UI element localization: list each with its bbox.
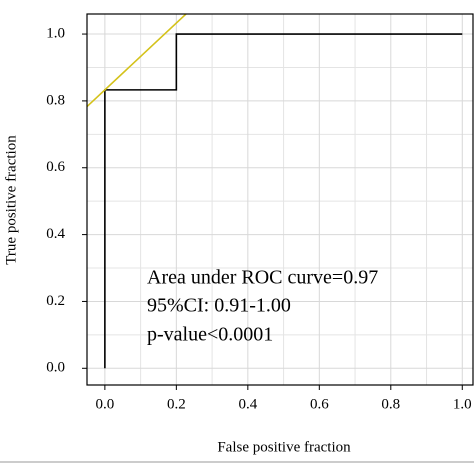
x-tick-label: 0.0 (95, 396, 114, 412)
roc-line (87, 14, 188, 108)
roc-line (104, 33, 463, 369)
annotation: p-value<0.0001 (147, 324, 273, 346)
x-tick-label: 1.0 (453, 396, 472, 412)
x-tick-label: 0.2 (167, 396, 186, 412)
axes-frame (86, 13, 474, 386)
y-tick-label: 0.2 (46, 293, 65, 309)
x-axis-label: False positive fraction (217, 439, 351, 455)
plot-area (87, 14, 463, 369)
y-tick-label: 0.4 (46, 226, 65, 242)
y-tick-label: 1.0 (46, 25, 65, 41)
grid (87, 14, 473, 385)
x-tick-label: 0.8 (381, 396, 400, 412)
y-axis-label: True positive fraction (3, 135, 19, 265)
y-tick-label: 0.6 (46, 159, 65, 175)
annotation: 95%CI: 0.91-1.00 (147, 295, 291, 317)
annotation: Area under ROC curve=0.97 (147, 267, 378, 289)
x-tick-label: 0.6 (310, 396, 329, 412)
y-tick-label: 0.0 (46, 360, 65, 376)
x-tick-label: 0.4 (238, 396, 257, 412)
y-tick-label: 0.8 (46, 92, 65, 108)
